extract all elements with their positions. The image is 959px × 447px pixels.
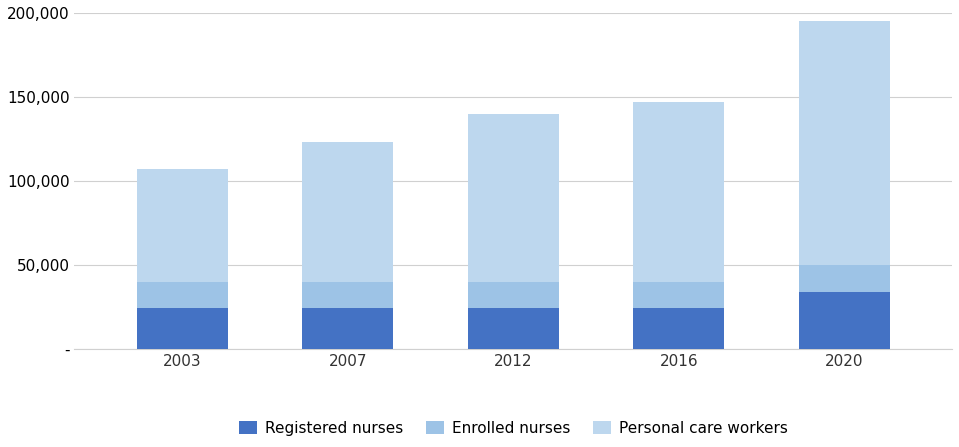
Bar [302, 142, 393, 282]
Bar [633, 308, 724, 349]
Bar [468, 308, 559, 349]
Bar [302, 282, 393, 308]
Bar [468, 282, 559, 308]
Bar [302, 308, 393, 349]
Bar [633, 282, 724, 308]
Legend: Registered nurses, Enrolled nurses, Personal care workers: Registered nurses, Enrolled nurses, Pers… [232, 414, 794, 442]
Bar [136, 308, 227, 349]
Bar [468, 114, 559, 282]
Bar [799, 265, 890, 291]
Bar [633, 102, 724, 282]
Bar [799, 291, 890, 349]
Bar [799, 21, 890, 265]
Bar [136, 282, 227, 308]
Bar [136, 169, 227, 282]
